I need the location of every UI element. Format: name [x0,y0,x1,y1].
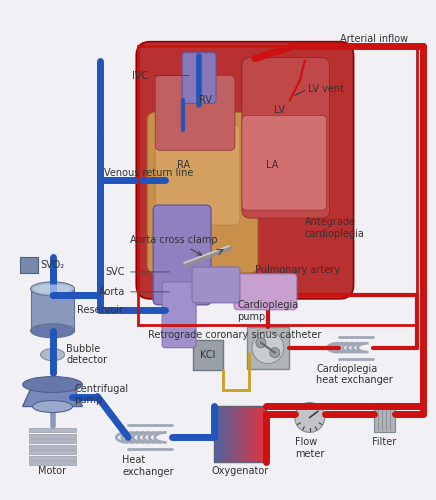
Bar [193,340,223,370]
Bar [223,406,226,463]
Text: Filter: Filter [372,438,397,448]
Text: Retrograde coronary sinus catheter: Retrograde coronary sinus catheter [148,330,322,340]
Bar [221,406,223,463]
Circle shape [295,402,325,432]
Bar [254,406,256,463]
FancyBboxPatch shape [155,126,240,225]
Text: Heat
exchanger: Heat exchanger [123,456,174,477]
Bar [226,406,228,463]
FancyBboxPatch shape [136,42,354,299]
Bar [228,406,231,463]
Text: Aorta cross clamp: Aorta cross clamp [130,235,218,255]
Bar [242,406,245,463]
Text: LA: LA [266,160,278,170]
Text: Reservoir: Reservoir [78,305,123,315]
Ellipse shape [31,282,75,296]
FancyBboxPatch shape [147,112,258,273]
Text: Cardioplegia
heat exchanger: Cardioplegia heat exchanger [316,364,393,385]
Text: Antegrade
cardioplegia: Antegrade cardioplegia [305,218,364,239]
Bar [29,462,76,466]
Text: Flow
meter: Flow meter [295,438,324,459]
Bar [240,406,242,463]
Bar [29,445,76,449]
Bar [29,456,76,460]
Text: Pulmonary artery: Pulmonary artery [255,265,340,275]
Bar [219,406,221,463]
Text: LV vent: LV vent [308,84,344,94]
Text: Bubble
detector: Bubble detector [66,344,108,366]
Bar [214,406,216,463]
Text: SVO₂: SVO₂ [41,260,65,270]
Text: Arterial inflow: Arterial inflow [340,34,408,43]
Text: SVC: SVC [106,267,169,277]
Text: Venous return line: Venous return line [104,168,194,178]
Text: LV: LV [274,106,285,116]
Ellipse shape [23,376,82,392]
Bar [29,428,76,432]
Bar [138,46,417,325]
Bar [259,406,261,463]
Circle shape [256,338,266,347]
Bar [235,406,238,463]
Bar [233,406,235,463]
FancyBboxPatch shape [242,58,330,218]
Bar [231,406,233,463]
Bar [29,440,76,444]
Ellipse shape [31,324,75,338]
Text: KCl: KCl [201,350,216,360]
Ellipse shape [33,400,72,412]
Bar [247,406,249,463]
Text: Motor: Motor [38,466,67,476]
Bar [256,406,259,463]
Bar [245,406,247,463]
Bar [216,406,219,463]
FancyBboxPatch shape [155,76,235,150]
Text: Cardioplegia
pump: Cardioplegia pump [237,300,299,322]
FancyBboxPatch shape [242,116,327,210]
Bar [20,257,37,273]
Circle shape [252,332,284,364]
Bar [29,450,76,454]
FancyBboxPatch shape [162,282,196,348]
Bar [29,434,76,438]
FancyBboxPatch shape [182,52,216,104]
Bar [249,406,252,463]
Text: Aorta: Aorta [99,287,169,297]
Ellipse shape [41,348,65,360]
Text: Oxygenator: Oxygenator [211,466,269,476]
Bar [374,402,395,432]
Text: RA: RA [177,160,190,170]
Bar [214,406,266,463]
Bar [263,406,266,463]
Text: IVC: IVC [132,70,189,81]
Bar [31,289,75,331]
Bar [252,406,254,463]
Text: Centrifugal
pump: Centrifugal pump [75,384,129,406]
FancyBboxPatch shape [153,205,211,305]
Ellipse shape [34,284,72,294]
Circle shape [270,348,280,358]
Text: RV: RV [198,96,211,106]
Bar [238,406,240,463]
Bar [247,327,289,368]
FancyBboxPatch shape [234,274,297,310]
Polygon shape [23,384,82,406]
FancyBboxPatch shape [192,267,240,303]
Bar [261,406,263,463]
